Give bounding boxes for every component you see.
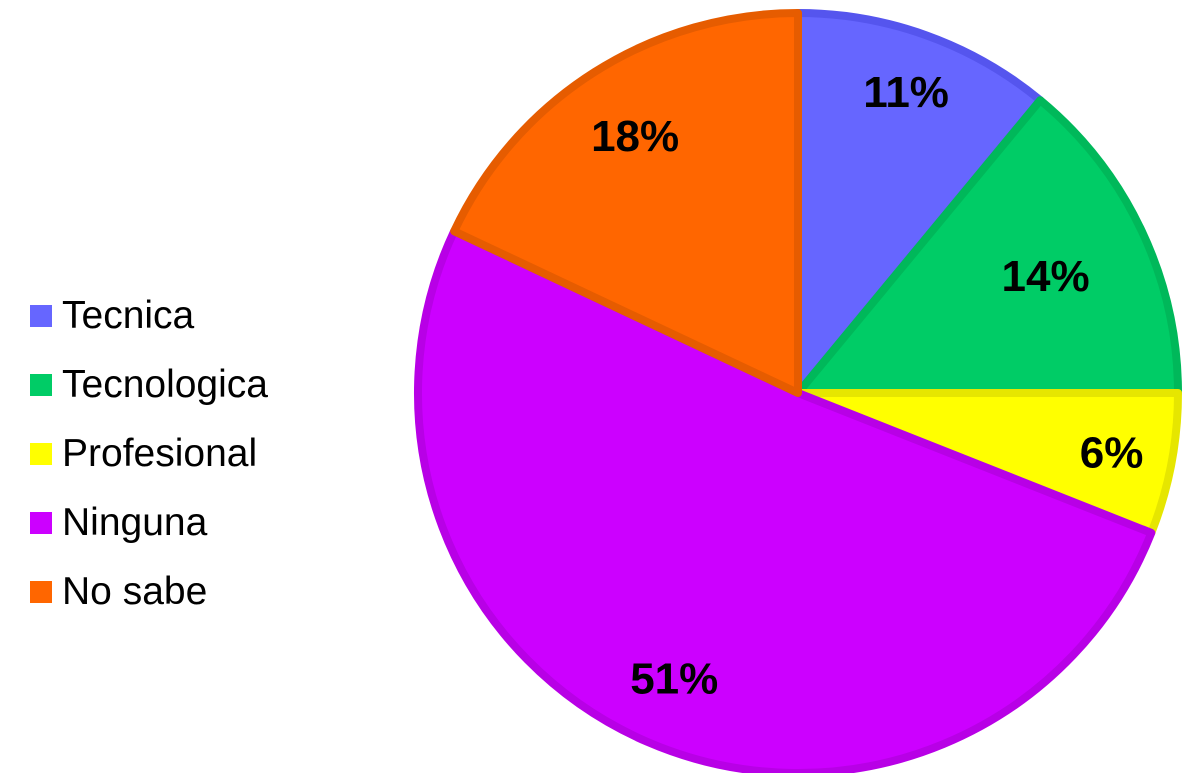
legend-label-profesional: Profesional bbox=[62, 432, 258, 475]
legend-item-profesional: Profesional bbox=[30, 419, 390, 488]
legend-label-tecnologica: Tecnologica bbox=[62, 363, 268, 406]
pie-slice-tecnologica bbox=[794, 96, 1182, 397]
pie-data-labels: 11% 14% 6% 51% 18% bbox=[591, 68, 1143, 703]
legend-item-no-sabe: No sabe bbox=[30, 557, 390, 626]
legend-label-no-sabe: No sabe bbox=[62, 570, 208, 613]
legend-swatch-no-sabe bbox=[30, 580, 52, 603]
chart-legend: Tecnica Tecnologica Profesional Ninguna … bbox=[30, 281, 390, 626]
data-label-tecnica: 11% bbox=[863, 68, 949, 117]
legend-swatch-tecnologica bbox=[30, 373, 52, 396]
legend-label-ninguna: Ninguna bbox=[62, 501, 208, 544]
data-label-no-sabe: 18% bbox=[591, 112, 679, 161]
legend-swatch-ninguna bbox=[30, 511, 52, 534]
legend-item-ninguna: Ninguna bbox=[30, 488, 390, 557]
pie-slices bbox=[414, 9, 1182, 773]
legend-swatch-profesional bbox=[30, 442, 52, 465]
pie-slice-ninguna bbox=[414, 227, 1156, 773]
data-label-profesional: 6% bbox=[1080, 428, 1144, 477]
data-label-tecnologica: 14% bbox=[1002, 252, 1090, 301]
data-label-ninguna: 51% bbox=[630, 654, 718, 703]
legend-label-tecnica: Tecnica bbox=[62, 294, 195, 337]
pie-slice-no-sabe bbox=[450, 9, 802, 397]
legend-item-tecnica: Tecnica bbox=[30, 281, 390, 350]
legend-item-tecnologica: Tecnologica bbox=[30, 350, 390, 419]
pie-slice-tecnica bbox=[794, 9, 1045, 397]
legend-swatch-tecnica bbox=[30, 304, 52, 327]
